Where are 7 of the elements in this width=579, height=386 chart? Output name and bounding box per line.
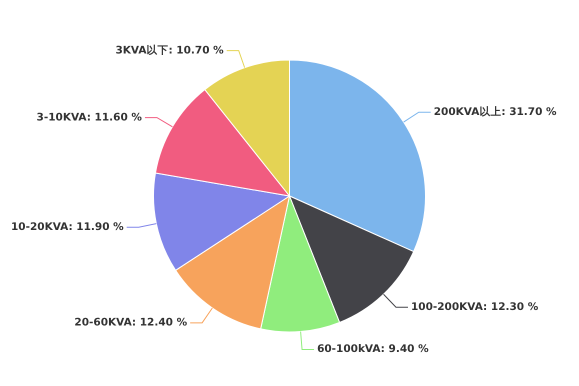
slice-label: 20-60KVA: 12.40 % (74, 316, 188, 329)
slice-label: 3KVA以下: 10.70 % (115, 43, 224, 56)
slice-label: 10-20KVA: 11.90 % (10, 220, 124, 233)
slice-label: 100-200KVA: 12.30 % (410, 300, 539, 313)
slice-label: 60-100kVA: 9.40 % (317, 343, 430, 356)
slice-label: 3-10KVA: 11.60 % (36, 111, 142, 124)
slice-label: 200KVA以上: 31.70 % (434, 104, 558, 118)
